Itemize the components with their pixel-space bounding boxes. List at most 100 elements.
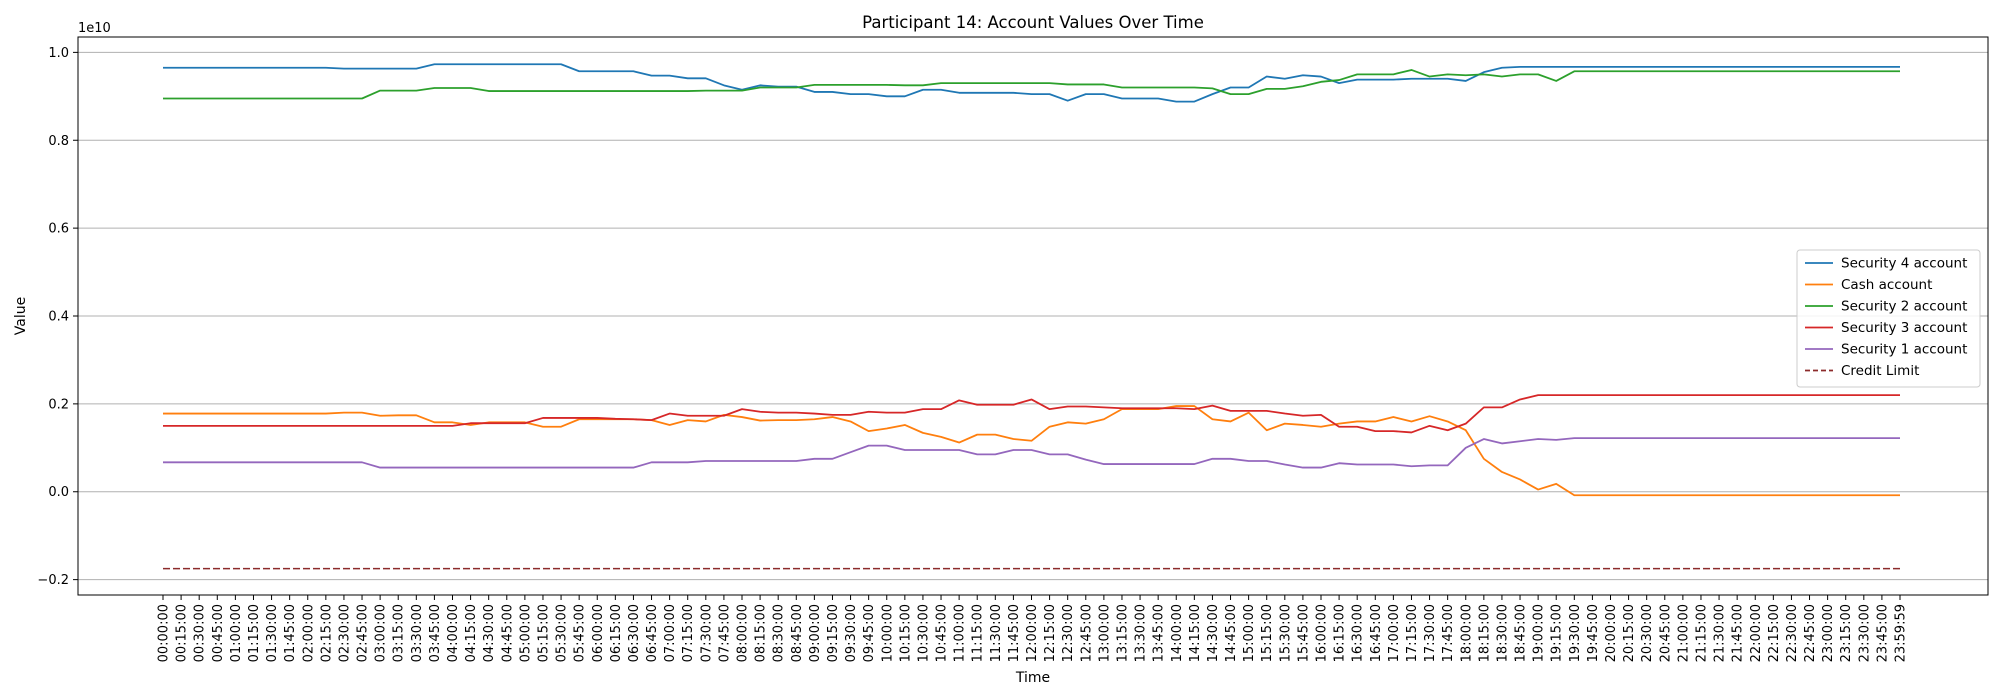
x-tick-label: 16:45:00 <box>1369 604 1384 662</box>
legend-label: Security 3 account <box>1841 320 1967 336</box>
x-tick-label: 03:45:00 <box>428 604 443 662</box>
x-tick-label: 22:00:00 <box>1749 604 1764 662</box>
y-tick-label: 0.8 <box>48 134 69 149</box>
x-tick-label: 02:15:00 <box>319 604 334 662</box>
legend: Security 4 account Cash account Security 2… <box>1796 249 1981 388</box>
x-tick-label: 14:15:00 <box>1188 604 1203 662</box>
x-tick-label: 12:15:00 <box>1043 604 1058 662</box>
x-tick-label: 17:45:00 <box>1441 604 1456 662</box>
y-tick-label: 0.0 <box>48 485 69 500</box>
x-tick-label: 17:00:00 <box>1387 604 1402 662</box>
x-tick-label: 08:30:00 <box>772 604 787 662</box>
x-tick-label: 10:30:00 <box>916 604 931 662</box>
x-tick-label: 20:00:00 <box>1604 604 1619 662</box>
x-axis-title: Time <box>1015 670 1050 686</box>
x-tick-label: 05:15:00 <box>536 604 551 662</box>
x-tick-label: 17:15:00 <box>1405 604 1420 662</box>
y-tick-label: 0.2 <box>48 397 69 412</box>
x-tick-label: 08:15:00 <box>754 604 769 662</box>
x-tick-label: 21:45:00 <box>1731 604 1746 662</box>
x-tick-label: 13:00:00 <box>1097 604 1112 662</box>
x-tick-label: 16:30:00 <box>1351 604 1366 662</box>
legend-box <box>1796 249 1981 388</box>
x-tick-label: 05:45:00 <box>573 604 588 662</box>
x-tick-label: 11:00:00 <box>953 604 968 662</box>
x-tick-label: 14:00:00 <box>1170 604 1185 662</box>
series-line-security-2-account <box>163 69 1900 100</box>
y-axis-title: Value <box>13 297 29 335</box>
x-tick-label: 02:00:00 <box>301 604 316 662</box>
x-tick-label: 21:30:00 <box>1713 604 1728 662</box>
x-tick-label: 10:15:00 <box>898 604 913 662</box>
x-tick-label: 18:00:00 <box>1459 604 1474 662</box>
x-tick-label: 02:30:00 <box>337 604 352 662</box>
x-tick-label: 19:15:00 <box>1550 604 1565 662</box>
x-tick-label: 01:15:00 <box>247 604 262 662</box>
grid-lines <box>78 51 1988 581</box>
x-tick-label: 11:45:00 <box>1007 604 1022 662</box>
x-tick-label: 22:15:00 <box>1767 604 1782 662</box>
x-tick-label: 05:00:00 <box>518 604 533 662</box>
x-tick-label: 03:15:00 <box>392 604 407 662</box>
x-tick-label: 21:00:00 <box>1676 604 1691 662</box>
legend-label: Security 2 account <box>1841 299 1967 315</box>
series-lines <box>163 63 1900 570</box>
x-tick-label: 10:45:00 <box>935 604 950 662</box>
x-tick-label: 07:30:00 <box>699 604 714 662</box>
series-line-security-1-account <box>163 437 1900 469</box>
x-tick-label: 17:30:00 <box>1423 604 1438 662</box>
x-tick-label: 13:45:00 <box>1152 604 1167 662</box>
x-tick-label: 18:45:00 <box>1514 604 1529 662</box>
series-line-security-3-account <box>163 394 1900 434</box>
y-tick-label: 0.4 <box>48 310 69 325</box>
x-tick-label: 04:00:00 <box>446 604 461 662</box>
legend-label: Security 1 account <box>1841 342 1967 358</box>
x-tick-label: 16:15:00 <box>1333 604 1348 662</box>
x-tick-label: 04:45:00 <box>500 604 515 662</box>
x-tick-label: 11:15:00 <box>971 604 986 662</box>
x-tick-label: 19:00:00 <box>1532 604 1547 662</box>
x-tick-label: 22:45:00 <box>1803 604 1818 662</box>
x-tick-label: 09:00:00 <box>808 604 823 662</box>
x-tick-label: 20:30:00 <box>1640 604 1655 662</box>
x-tick-label: 15:00:00 <box>1242 604 1257 662</box>
x-tick-label: 04:30:00 <box>482 604 497 662</box>
x-tick-label: 19:30:00 <box>1568 604 1583 662</box>
x-tick-label: 00:30:00 <box>193 604 208 662</box>
x-tick-label: 12:00:00 <box>1025 604 1040 662</box>
x-tick-label: 14:30:00 <box>1206 604 1221 662</box>
x-tick-label: 09:30:00 <box>844 604 859 662</box>
x-tick-label: 09:15:00 <box>826 604 841 662</box>
y-tick-label: 0.6 <box>48 222 69 237</box>
x-tick-label: 12:45:00 <box>1079 604 1094 662</box>
x-tick-label: 20:15:00 <box>1622 604 1637 662</box>
x-tick-label: 01:30:00 <box>265 604 280 662</box>
x-tick-label: 23:45:00 <box>1875 604 1890 662</box>
x-tick-label: 03:30:00 <box>410 604 425 662</box>
x-tick-label: 00:00:00 <box>157 604 172 662</box>
x-tick-label: 04:15:00 <box>464 604 479 662</box>
x-tick-label: 22:30:00 <box>1785 604 1800 662</box>
x-tick-label: 03:00:00 <box>374 604 389 662</box>
x-tick-label: 19:45:00 <box>1586 604 1601 662</box>
legend-label: Security 4 account <box>1841 256 1967 272</box>
legend-label: Cash account <box>1841 277 1932 293</box>
x-tick-label: 06:30:00 <box>627 604 642 662</box>
x-tick-label: 23:00:00 <box>1821 604 1836 662</box>
x-tick-label: 20:45:00 <box>1658 604 1673 662</box>
x-tick-label: 13:15:00 <box>1115 604 1130 662</box>
x-tick-label: 15:30:00 <box>1278 604 1293 662</box>
x-tick-label: 10:00:00 <box>880 604 895 662</box>
x-tick-label: 21:15:00 <box>1694 604 1709 662</box>
x-tick-label: 01:45:00 <box>283 604 298 662</box>
x-tick-label: 09:45:00 <box>862 604 877 662</box>
legend-label: Credit Limit <box>1841 363 1919 379</box>
series-line-cash-account <box>163 405 1900 497</box>
x-tick-label: 23:30:00 <box>1857 604 1872 662</box>
x-tick-label: 06:00:00 <box>591 604 606 662</box>
x-tick-label: 07:15:00 <box>681 604 696 662</box>
x-axis-ticks: 00:00:00 00:15:00 00:30:00 00:45:00 01:00:00… <box>157 595 1909 662</box>
